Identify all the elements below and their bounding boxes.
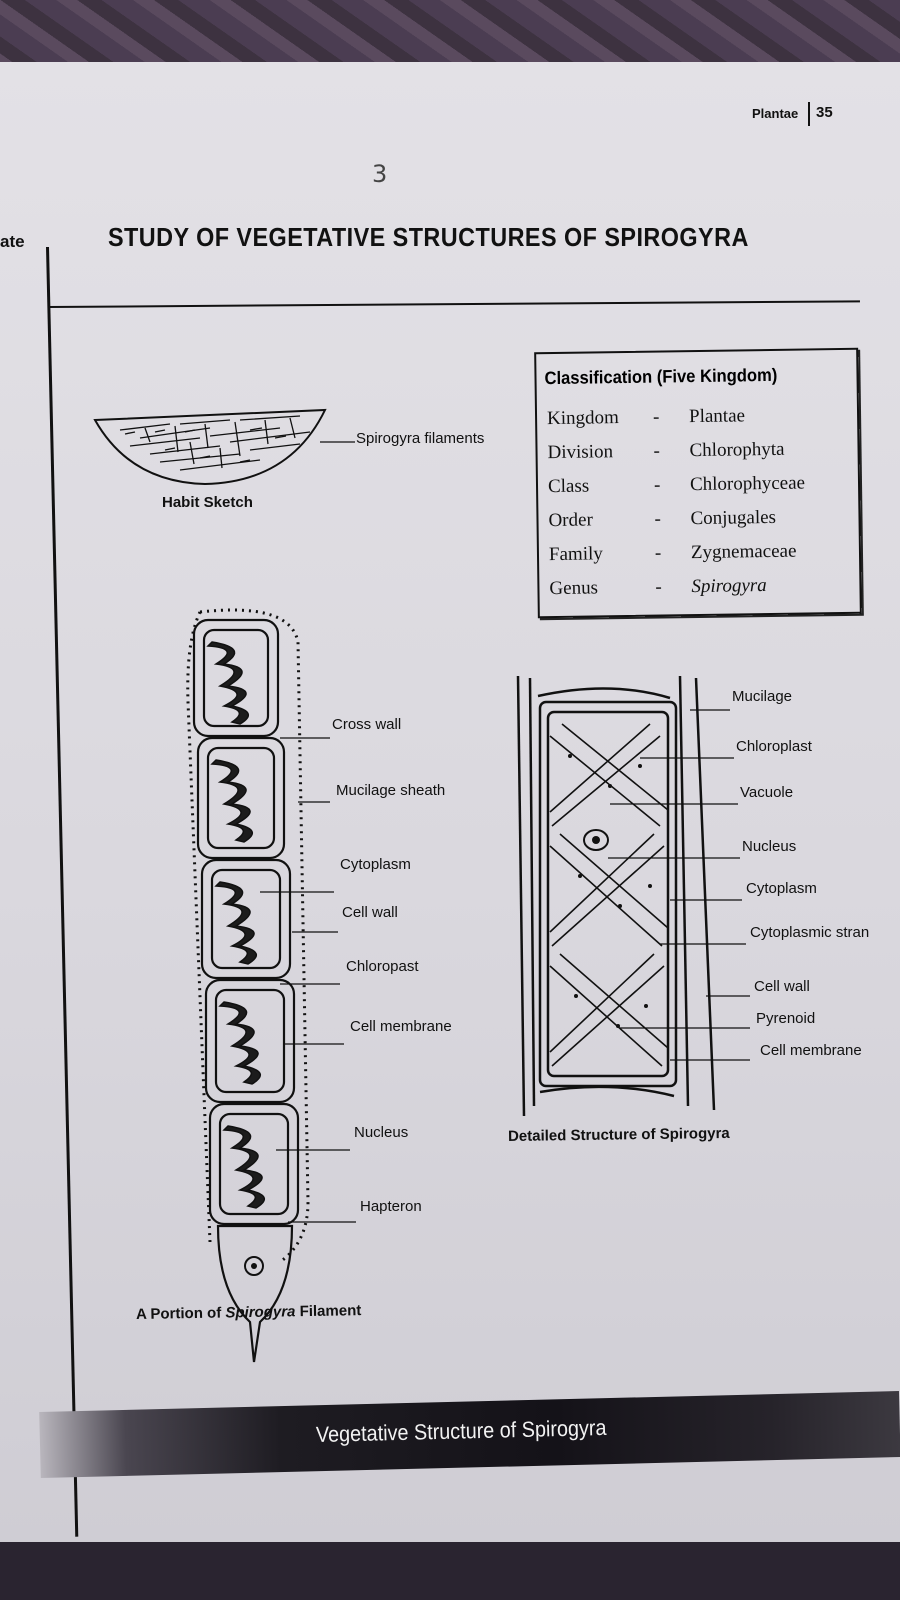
- rank-dash: -: [653, 440, 661, 462]
- title-rule: [47, 300, 860, 308]
- habit-sketch-drawing: [93, 408, 355, 486]
- page-title: STUDY OF VEGETATIVE STRUCTURES OF SPIROG…: [108, 222, 749, 252]
- caption-prefix: A Portion of: [135, 1304, 226, 1323]
- handwritten-number: 3: [372, 160, 388, 188]
- book-page: Plantae 35 3 ate STUDY OF VEGETATIVE STR…: [0, 62, 900, 1542]
- rank-value: Zygnemaceae: [690, 540, 797, 564]
- classification-row: Division - Chlorophyta: [547, 438, 847, 472]
- rank-label: Family: [548, 543, 603, 566]
- rank-value: Chlorophyta: [689, 438, 785, 462]
- detailed-structure-drawing: [516, 676, 750, 1117]
- detail-label-mucilage: Mucilage: [732, 688, 793, 705]
- background-fabric-bottom: [0, 1540, 900, 1600]
- detail-label-cell-wall: Cell wall: [754, 978, 810, 995]
- detail-label-cell-membrane: Cell membrane: [760, 1042, 862, 1059]
- caption-suffix: Filament: [295, 1302, 362, 1321]
- filament-label-hapteron: Hapteron: [360, 1198, 422, 1215]
- caption-italic: Spirogyra: [225, 1303, 296, 1322]
- classification-row: Kingdom - Plantae: [547, 404, 847, 438]
- rank-dash: -: [652, 406, 660, 428]
- habit-label-filaments: Spirogyra filaments: [356, 430, 485, 447]
- rank-label: Class: [547, 475, 590, 498]
- detail-label-vacuole: Vacuole: [740, 784, 794, 801]
- rank-label: Order: [548, 509, 593, 532]
- filament-label-cytoplasm: Cytoplasm: [340, 856, 411, 873]
- filament-drawing: [186, 608, 356, 1363]
- side-text-fragment: ate: [0, 232, 25, 251]
- detail-label-cytoplasm: Cytoplasm: [746, 880, 817, 897]
- detail-label-cytoplasmic-strand: Cytoplasmic stran: [750, 924, 870, 941]
- habit-caption: Habit Sketch: [162, 494, 253, 511]
- rank-dash: -: [655, 576, 662, 598]
- rank-dash: -: [654, 508, 661, 530]
- rank-value: Chlorophyceae: [689, 472, 806, 496]
- classification-title: Classification (Five Kingdom): [544, 364, 778, 389]
- classification-row: Family - Zygnemaceae: [549, 540, 849, 574]
- rank-label: Kingdom: [546, 407, 620, 430]
- rank-dash: -: [654, 542, 662, 564]
- header-divider: [808, 102, 810, 126]
- filament-label-chloroplast: Chloropast: [346, 958, 419, 975]
- classification-row: Class - Chlorophyceae: [548, 472, 848, 506]
- detail-label-chloroplast: Chloroplast: [736, 738, 812, 755]
- rank-value: Plantae: [688, 405, 746, 428]
- rank-label: Genus: [549, 577, 599, 600]
- filament-label-cell-membrane: Cell membrane: [350, 1018, 452, 1035]
- classification-row: Order - Conjugales: [548, 506, 848, 540]
- rank-label: Division: [547, 441, 614, 464]
- rank-value: Spirogyra: [691, 575, 767, 598]
- rank-dash: -: [653, 474, 661, 496]
- rank-value: Conjugales: [690, 506, 777, 530]
- running-header-label: Plantae: [752, 106, 799, 121]
- classification-row: Genus - Spirogyra: [549, 574, 849, 608]
- detail-label-nucleus: Nucleus: [742, 838, 797, 855]
- filament-label-cross-wall: Cross wall: [332, 716, 402, 733]
- page-number: 35: [816, 104, 833, 121]
- left-margin-line: [46, 246, 79, 1537]
- filament-label-nucleus: Nucleus: [354, 1124, 409, 1141]
- filament-label-mucilage-sheath: Mucilage sheath: [336, 782, 446, 799]
- detail-label-pyrenoid: Pyrenoid: [756, 1010, 816, 1027]
- filament-label-cell-wall: Cell wall: [342, 904, 398, 921]
- detail-caption: Detailed Structure of Spirogyra: [507, 1124, 730, 1145]
- classification-box: Classification (Five Kingdom) Kingdom - …: [534, 347, 862, 619]
